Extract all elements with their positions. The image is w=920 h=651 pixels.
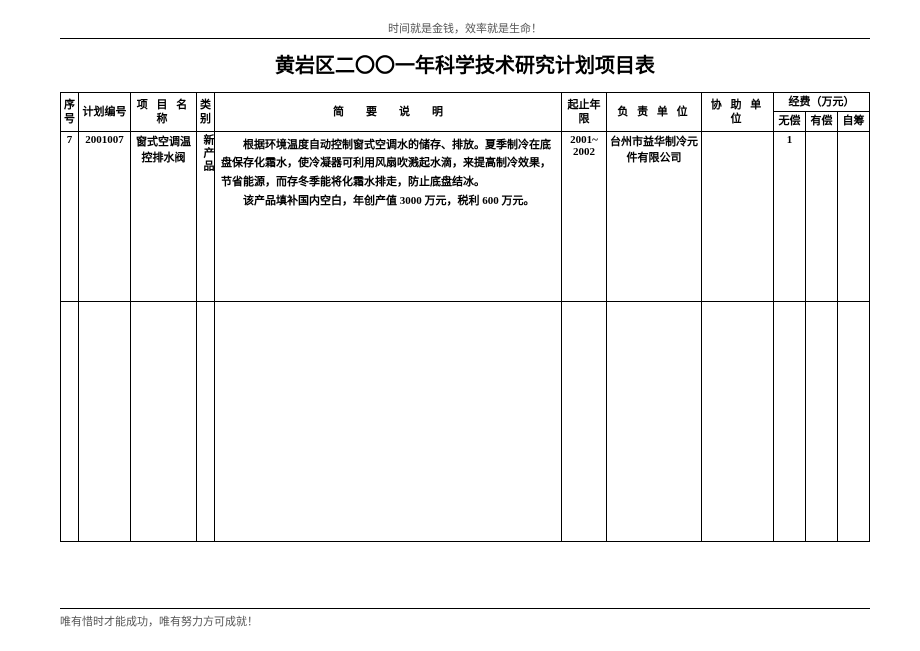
- document-page: 时间就是金钱，效率就是生命！ 黄岩区二〇〇一年科学技术研究计划项目表 序号 计划…: [0, 0, 920, 651]
- desc-para-1: 根据环境温度自动控制窗式空调水的储存、排放。夏季制冷在底盘保存化霜水，使冷凝器可…: [221, 136, 555, 192]
- col-proj-name: 项 目 名 称: [131, 93, 197, 132]
- footer-note: 唯有惜时才能成功，唯有努力方可成就！: [60, 613, 258, 629]
- project-table: 序号 计划编号 项 目 名 称 类别 简 要 说 明 起止年限 负 责 单 位 …: [60, 92, 870, 542]
- col-year: 起止年限: [561, 93, 606, 132]
- cell-fund-free: 1: [773, 131, 805, 301]
- col-fund-paid: 有偿: [805, 112, 837, 131]
- col-category: 类别: [197, 93, 215, 132]
- table-row: 7 2001007 窗式空调温控排水阀 新产品 根据环境温度自动控制窗式空调水的…: [61, 131, 870, 301]
- table-header: 序号 计划编号 项 目 名 称 类别 简 要 说 明 起止年限 负 责 单 位 …: [61, 93, 870, 132]
- cell-help-unit: [701, 131, 773, 301]
- header-note: 时间就是金钱，效率就是生命！: [60, 20, 870, 36]
- cell-unit: 台州市益华制冷元件有限公司: [606, 131, 701, 301]
- table-row-empty: [61, 301, 870, 541]
- footer-rule-wrap: [60, 602, 870, 609]
- cell-proj-name: 窗式空调温控排水阀: [131, 131, 197, 301]
- page-title: 黄岩区二〇〇一年科学技术研究计划项目表: [60, 49, 870, 78]
- cell-category: 新产品: [197, 131, 215, 301]
- cell-seq: 7: [61, 131, 79, 301]
- cell-fund-self: [837, 131, 869, 301]
- cell-desc: 根据环境温度自动控制窗式空调水的储存、排放。夏季制冷在底盘保存化霜水，使冷凝器可…: [215, 131, 562, 301]
- col-plan-no: 计划编号: [79, 93, 131, 132]
- cell-fund-paid: [805, 131, 837, 301]
- col-funds-group: 经费（万元）: [773, 93, 869, 112]
- header-rule: [60, 38, 870, 39]
- col-fund-self: 自筹: [837, 112, 869, 131]
- col-seq: 序号: [61, 93, 79, 132]
- col-desc: 简 要 说 明: [215, 93, 562, 132]
- footer-rule: [60, 608, 870, 609]
- col-unit: 负 责 单 位: [606, 93, 701, 132]
- col-fund-free: 无偿: [773, 112, 805, 131]
- col-help-unit: 协 助 单 位: [701, 93, 773, 132]
- cell-year: 2001~ 2002: [561, 131, 606, 301]
- cell-plan-no: 2001007: [79, 131, 131, 301]
- desc-para-2: 该产品填补国内空白，年创产值 3000 万元，税利 600 万元。: [221, 192, 555, 211]
